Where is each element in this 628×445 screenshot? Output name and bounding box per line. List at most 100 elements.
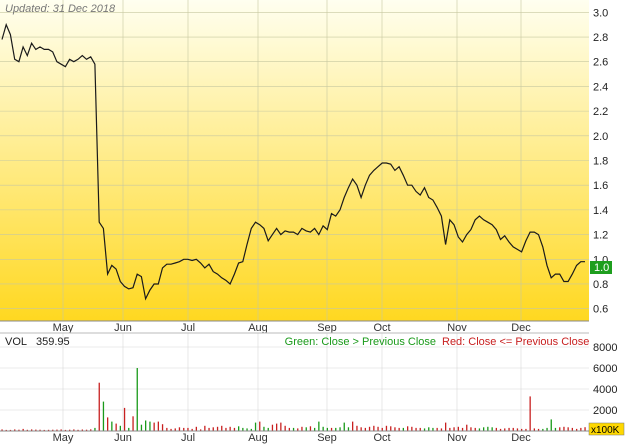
- volume-bar: [521, 428, 523, 431]
- volume-y-axis: 2000 4000 6000 8000: [593, 342, 617, 417]
- volume-bar: [183, 427, 185, 431]
- volume-bar: [98, 382, 100, 431]
- volume-bar: [390, 426, 392, 431]
- volume-unit-badge: x100K: [588, 422, 625, 436]
- volume-bar: [174, 428, 176, 431]
- price-y-tick-label: 1.6: [593, 180, 608, 192]
- volume-bar: [288, 427, 290, 431]
- volume-bar: [284, 425, 286, 432]
- volume-bar: [402, 427, 404, 431]
- volume-bar: [491, 427, 493, 431]
- volume-bar: [297, 428, 299, 431]
- price-y-tick-label: 0.6: [593, 304, 608, 316]
- x-tick-label: Nov: [447, 322, 467, 334]
- volume-bar: [314, 427, 316, 431]
- price-y-tick-label: 1.8: [593, 156, 608, 168]
- volume-x-axis: May Jun Jul Aug Sep Oct Nov Dec: [53, 432, 532, 444]
- volume-bar: [81, 429, 83, 431]
- volume-bar: [542, 428, 544, 431]
- volume-bar: [9, 429, 12, 431]
- volume-bar: [157, 421, 159, 431]
- volume-bar: [512, 427, 514, 431]
- volume-bar: [166, 427, 168, 431]
- volume-bar: [546, 427, 548, 431]
- volume-bar: [111, 421, 113, 431]
- volume-bar: [339, 427, 341, 431]
- volume-bar: [132, 416, 134, 431]
- volume-bar: [347, 427, 350, 431]
- volume-bar: [115, 423, 117, 431]
- volume-bar: [483, 427, 485, 431]
- x-tick-label: Aug: [248, 432, 268, 444]
- volume-bar: [85, 429, 88, 431]
- volume-bar: [246, 428, 248, 431]
- volume-y-tick-label: 8000: [593, 342, 617, 354]
- x-tick-label: May: [53, 322, 74, 334]
- volume-bar: [330, 427, 333, 431]
- volume-bar: [254, 422, 257, 431]
- volume-bar: [445, 422, 447, 431]
- volume-bar: [449, 427, 451, 431]
- x-tick-label: Sep: [317, 322, 337, 334]
- volume-bar: [407, 426, 409, 431]
- legend-down-text: Red: Close <= Previous Close: [442, 336, 589, 348]
- price-y-tick-label: 2.2: [593, 106, 608, 118]
- volume-bar: [39, 429, 41, 431]
- x-tick-label: Oct: [373, 322, 390, 334]
- volume-bar: [123, 407, 126, 431]
- volume-bar: [398, 427, 400, 431]
- volume-bar: [26, 429, 28, 431]
- volume-bar: [22, 428, 24, 431]
- volume-bar: [576, 428, 578, 431]
- x-tick-label: Aug: [248, 322, 268, 334]
- volume-bar: [18, 429, 20, 431]
- price-y-tick-label: 3.0: [593, 7, 608, 19]
- volume-bar: [495, 427, 497, 431]
- volume-bar: [90, 429, 92, 431]
- volume-bar: [322, 426, 324, 431]
- volume-bar: [529, 396, 531, 431]
- volume-plot-area: [0, 333, 589, 431]
- price-y-tick-label: 0.8: [593, 279, 608, 291]
- volume-bar: [250, 428, 252, 431]
- volume-bar: [128, 427, 130, 431]
- volume-bar: [385, 425, 388, 432]
- volume-y-tick-label: 6000: [593, 363, 617, 375]
- volume-bar: [259, 421, 261, 431]
- volume-bar: [584, 427, 586, 431]
- volume-current-value: 359.95: [36, 336, 70, 348]
- volume-bar: [373, 425, 375, 432]
- volume-bar: [377, 426, 379, 431]
- volume-bar: [119, 425, 121, 432]
- volume-bar: [43, 429, 45, 431]
- volume-bar: [309, 426, 312, 431]
- volume-bar: [178, 427, 181, 431]
- volume-y-tick-label: 2000: [593, 405, 617, 417]
- volume-bar: [233, 427, 236, 431]
- volume-bar: [436, 427, 438, 431]
- volume-bar: [343, 422, 345, 431]
- volume-title: VOL: [5, 336, 27, 348]
- volume-bar: [356, 425, 358, 432]
- volume-bar: [216, 426, 219, 431]
- volume-bar: [195, 426, 197, 431]
- volume-bar: [516, 428, 519, 431]
- volume-bar: [571, 427, 573, 431]
- x-tick-label: Sep: [317, 432, 337, 444]
- volume-bar: [102, 401, 105, 431]
- last-price-value: 1.0: [594, 262, 609, 274]
- volume-bar: [64, 429, 67, 431]
- volume-bar: [415, 427, 417, 431]
- volume-bar: [352, 421, 354, 431]
- volume-bar: [440, 428, 443, 431]
- volume-bar: [136, 368, 138, 431]
- volume-bar: [52, 429, 54, 431]
- price-y-tick-label: 1.4: [593, 205, 608, 217]
- price-y-tick-label: 2.6: [593, 57, 608, 69]
- volume-bar: [221, 425, 223, 432]
- volume-bar: [554, 427, 557, 431]
- price-y-tick-label: 1.2: [593, 230, 608, 242]
- volume-bar: [394, 427, 396, 431]
- volume-bar: [478, 428, 481, 431]
- volume-bar: [504, 428, 506, 431]
